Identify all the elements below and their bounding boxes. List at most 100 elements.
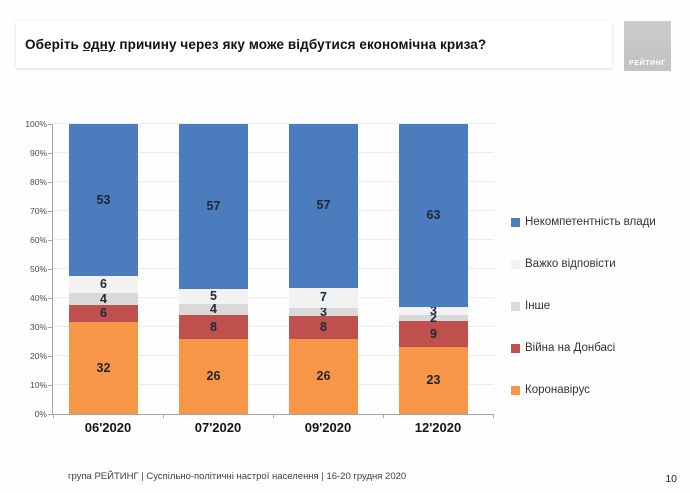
segment-value-label: 5	[210, 289, 217, 304]
segment-value-label: 9	[430, 326, 437, 341]
x-axis-tick	[163, 414, 164, 418]
bar-segment: 9	[399, 321, 468, 348]
y-axis-label: 10%	[29, 380, 47, 390]
bar-09'2020: 26 8 3 7 57	[289, 124, 358, 414]
segment-value-label: 4	[210, 302, 217, 317]
legend-swatch	[511, 259, 520, 269]
legend-label: Коронавірус	[525, 384, 590, 396]
y-axis-tick	[48, 210, 52, 212]
segment-value-label: 53	[96, 192, 111, 207]
legend-swatch	[511, 343, 520, 353]
bar-segment: 5	[179, 289, 248, 304]
gridline	[53, 355, 494, 356]
segment-value-label: 6	[100, 306, 107, 321]
y-axis-label: 50%	[29, 264, 47, 274]
y-axis-tick	[48, 326, 52, 328]
y-axis-label: 100%	[25, 119, 47, 129]
bar-07'2020: 26 8 4 5 57	[179, 124, 248, 414]
y-axis-tick	[48, 355, 52, 357]
x-axis-tick	[383, 414, 384, 418]
x-axis-tick	[53, 414, 54, 418]
bar-segment: 3	[399, 304, 468, 317]
gridline	[53, 239, 494, 240]
y-axis-label: 80%	[29, 177, 47, 187]
x-axis-label: 09'2020	[304, 420, 352, 435]
bar-segment: 26	[179, 338, 248, 414]
gridline	[53, 268, 494, 269]
gridline	[53, 326, 494, 327]
x-axis-tick	[273, 414, 274, 418]
gridline	[53, 384, 494, 385]
y-axis-label: 60%	[29, 235, 47, 245]
segment-value-label: 26	[206, 368, 221, 383]
bar-segment: 26	[289, 339, 358, 414]
legend-label: Важко відповісти	[525, 258, 616, 270]
gridline	[53, 210, 494, 211]
legend: Некомпетентність влади Важко відповісти Ін…	[511, 216, 656, 426]
y-axis-label: 70%	[29, 206, 47, 216]
segment-value-label: 8	[320, 320, 327, 335]
bar-12'2020: 23 9 2 3 63	[399, 124, 468, 414]
page-number: 10	[665, 473, 677, 485]
y-axis-tick	[48, 413, 52, 415]
gridline	[53, 123, 494, 124]
bar-segment: 53	[69, 124, 138, 277]
y-axis-label: 0%	[34, 409, 47, 419]
bar-segment: 8	[179, 315, 248, 339]
y-axis-tick	[48, 181, 52, 183]
y-axis-tick	[48, 123, 52, 125]
legend-item: Війна на Донбасі	[511, 342, 656, 354]
header: Оберіть одну причину через яку може відб…	[16, 21, 612, 68]
y-axis-label: 20%	[29, 351, 47, 361]
legend-label: Війна на Донбасі	[525, 342, 616, 354]
title-text-rest: причину через яку може відбутися економі…	[115, 37, 487, 52]
legend-item: Некомпетентність влади	[511, 216, 656, 228]
segment-value-label: 6	[100, 277, 107, 292]
segment-value-label: 32	[96, 360, 111, 375]
gridline	[53, 297, 494, 298]
x-axis-label: 06'2020	[84, 420, 132, 435]
y-axis-label: 40%	[29, 293, 47, 303]
x-axis-label: 12'2020	[414, 420, 462, 435]
page-title: Оберіть одну причину через яку може відб…	[16, 37, 486, 52]
y-axis-tick	[48, 384, 52, 386]
legend-item: Інше	[511, 300, 656, 312]
gridline	[53, 152, 494, 153]
bar-segment: 7	[289, 287, 358, 308]
footer-source: група РЕЙТИНГ | Суспільно-політичні наст…	[68, 471, 407, 482]
legend-item: Важко відповісти	[511, 258, 656, 270]
gridline	[53, 181, 494, 182]
bar-segment: 4	[179, 302, 248, 317]
bar-segment: 6	[69, 304, 138, 323]
y-axis-label: 90%	[29, 148, 47, 158]
bar-segment: 32	[69, 322, 138, 414]
bar-segment: 63	[399, 124, 468, 307]
legend-item: Коронавірус	[511, 384, 656, 396]
legend-swatch	[511, 217, 520, 227]
y-axis-tick	[48, 268, 52, 270]
segment-value-label: 26	[316, 369, 331, 384]
bar-segment: 57	[179, 124, 248, 290]
y-axis-tick	[48, 297, 52, 299]
bar-segment: 3	[289, 305, 358, 318]
bar-segment: 4	[69, 291, 138, 306]
bar-segment: 57	[289, 124, 358, 288]
legend-label: Інше	[525, 300, 551, 312]
title-text: Оберіть	[25, 37, 83, 52]
legend-swatch	[511, 301, 520, 311]
rating-group-logo: РЕЙТИНГ	[624, 21, 671, 71]
y-axis-tick	[48, 152, 52, 154]
legend-label: Некомпетентність влади	[525, 216, 656, 228]
y-axis-label: 30%	[29, 322, 47, 332]
segment-value-label: 57	[316, 198, 331, 213]
y-axis-tick	[48, 239, 52, 241]
segment-value-label: 8	[210, 319, 217, 334]
segment-value-label: 4	[100, 291, 107, 306]
segment-value-label: 63	[426, 207, 441, 222]
logo-text: РЕЙТИНГ	[629, 60, 666, 67]
bar-segment: 23	[399, 347, 468, 414]
plot-area: 0% 10% 20% 30% 40% 50% 60% 70% 80% 90% 100% 32 6 4 6 53…	[25, 120, 494, 435]
bar-06'2020: 32 6 4 6 53	[69, 124, 138, 414]
